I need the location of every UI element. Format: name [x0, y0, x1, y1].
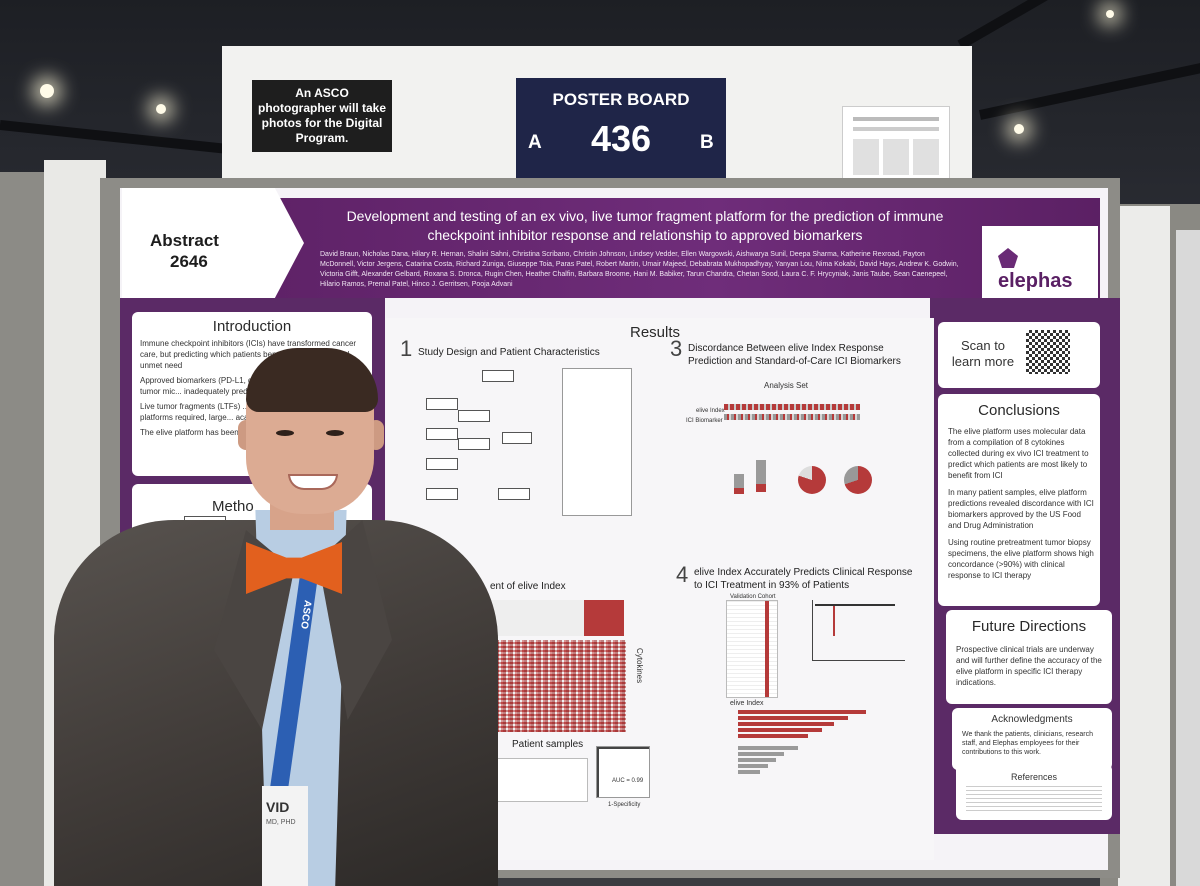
flow-box — [426, 428, 458, 440]
section-4-title: elive Index Accurately Predicts Clinical… — [694, 567, 913, 591]
elive-index-axis-label: elive Index — [730, 700, 764, 707]
acknowledgments-text: We thank the patients, clinicians, resea… — [962, 731, 1093, 756]
results-heading: Results — [630, 324, 681, 341]
intro-bullet: Immune checkpoint inhibitors (ICIs) have… — [140, 339, 357, 370]
conclusions-heading: Conclusions — [978, 402, 1060, 419]
side-a-label: A — [528, 132, 542, 153]
photographer-notice: An ASCO photographer will take photos fo… — [252, 80, 392, 152]
survival-curve — [812, 600, 905, 661]
responder-cluster-block — [584, 600, 624, 636]
flow-box — [498, 488, 530, 500]
bar — [734, 488, 744, 494]
conclusion-bullet: Using routine pretreatment tumor biopsy … — [948, 538, 1094, 580]
section-3-number: 3 — [670, 336, 683, 361]
name-badge — [262, 786, 308, 886]
discordance-strip-ici — [724, 414, 860, 420]
neighbor-poster — [1176, 230, 1200, 886]
poster-title: Development and testing of an ex vivo, l… — [346, 208, 944, 243]
ceiling-light — [40, 84, 54, 98]
right-panel-edge — [1118, 206, 1170, 886]
poster-authors: David Braun, Nicholas Dana, Hilary R. He… — [320, 251, 959, 288]
flow-box — [482, 370, 514, 382]
conclusion-bullet: The elive platform uses molecular data f… — [948, 427, 1089, 480]
abstract-label: Abstract 2646 — [150, 230, 219, 272]
validation-dot-grid — [726, 600, 778, 698]
section-1-number: 1 — [400, 336, 413, 361]
abstract-number: 2646 — [170, 252, 208, 271]
analysis-set-label: Analysis Set — [764, 381, 809, 390]
references-heading: References — [1010, 772, 1058, 782]
future-directions-section: Future Directions Prospective clinical t… — [946, 610, 1112, 704]
bar — [756, 460, 766, 492]
flow-box — [426, 488, 458, 500]
side-b-label: B — [700, 132, 714, 153]
specificity-axis-label: 1-Specificity — [608, 802, 641, 808]
poster-board-number: 436 — [590, 118, 652, 159]
abstract-tab — [122, 188, 304, 298]
abstract-word: Abstract — [150, 231, 219, 250]
scan-to-learn-more: Scan to learn more — [951, 338, 1015, 369]
acknowledgments-section: Acknowledgments We thank the patients, c… — [952, 708, 1112, 770]
flow-box — [426, 458, 458, 470]
flow-box — [458, 438, 490, 450]
patient-samples-label: Patient samples — [512, 739, 584, 750]
info-sheet — [842, 106, 950, 188]
cytokine-heatmap — [482, 640, 626, 732]
conclusions-bullets: The elive platform uses molecular data f… — [948, 426, 1094, 581]
flow-box — [458, 410, 490, 422]
elephas-logo-text: elephas — [998, 270, 1073, 292]
ceiling-light — [1106, 10, 1114, 18]
ceiling-light — [1014, 124, 1024, 134]
methods-heading: Metho — [212, 498, 254, 515]
auc-label: AUC = 0.99 — [612, 778, 644, 784]
section-4-number: 4 — [676, 562, 689, 587]
poster-board-title: POSTER BOARD — [552, 90, 690, 109]
patient-characteristics-table — [562, 368, 632, 516]
bar — [734, 474, 744, 492]
introduction-heading: Introduction — [212, 318, 292, 335]
discordance-strip-elive — [724, 404, 860, 410]
badge-name: VID — [266, 799, 290, 815]
ici-row-label: ICI Biomarker — [686, 418, 723, 424]
elive-row-label: elive Index — [696, 408, 725, 414]
flow-box — [502, 432, 532, 444]
acknowledgments-heading: Acknowledgments — [991, 714, 1073, 725]
elephas-logo-icon — [998, 248, 1018, 268]
section-2-title: ent of elive Index — [490, 581, 566, 592]
ceiling-light — [156, 104, 166, 114]
references-list — [966, 786, 1102, 814]
roc-curve — [596, 746, 650, 798]
flow-box — [426, 398, 458, 410]
cytokine-weights-table — [496, 758, 588, 802]
references-section: References — [956, 764, 1112, 820]
pie-chart-nonresponder — [844, 466, 872, 494]
person-hair — [246, 348, 378, 412]
conclusion-bullet: In many patient samples, elive platform … — [948, 488, 1094, 530]
validation-cohort-label: Validation Cohort — [730, 594, 776, 600]
poster-board-number-box: POSTER BOARD 436 A B — [516, 78, 726, 188]
section-3-title: Discordance Between elive Index Response… — [688, 343, 901, 367]
cytokines-axis-label: Cytokines — [635, 648, 644, 684]
intro-bullet: Approved biomarkers (PD-L1, dMMR... stat… — [140, 376, 353, 396]
swimmer-plot — [738, 710, 868, 790]
pie-chart-responder — [798, 466, 826, 494]
section-1-title: Study Design and Patient Characteristics — [418, 347, 600, 358]
badge-credentials: MD, PHD — [266, 819, 296, 826]
qr-code[interactable] — [1026, 330, 1070, 374]
future-directions-heading: Future Directions — [971, 618, 1087, 635]
future-directions-text: Prospective clinical trials are underway… — [956, 645, 1102, 687]
conclusions-section: Conclusions The elive platform uses mole… — [938, 394, 1100, 606]
bar — [756, 484, 766, 492]
scan-section: Scan to learn more — [938, 322, 1100, 388]
